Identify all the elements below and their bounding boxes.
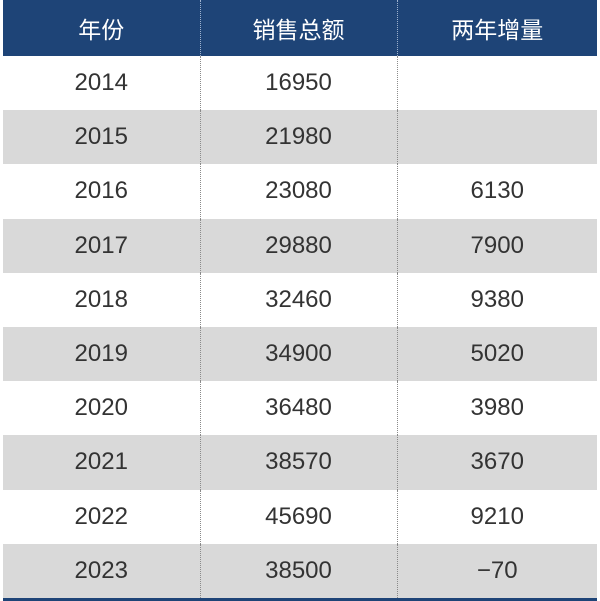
cell-two-year-increase: 3670 [396,435,597,490]
cell-year: 2017 [3,218,200,273]
table-row: 2017 29880 7900 [3,218,597,273]
table-row: 2015 21980 [3,110,597,165]
cell-two-year-increase: 5020 [396,326,597,382]
cell-two-year-increase [396,56,597,111]
cell-year: 2020 [74,394,128,422]
header-year: 年份 [3,0,200,56]
cell-year: 2018 [74,285,128,313]
cell-two-year-increase: 9380 [396,272,597,327]
cell-year: 2015 [3,110,200,165]
cell-two-year-increase: 3980 [396,381,597,436]
cell-year: 2016 [74,177,128,205]
header-two-year-increase: 两年增量 [396,0,597,56]
cell-total-sales: 21980 [199,110,397,165]
cell-total-sales: 16950 [199,56,397,111]
cell-year: 2021 [3,435,200,490]
cell-total-sales: 32460 [199,272,397,327]
cell-two-year-increase: −70 [396,543,597,601]
cell-year: 2014 [74,69,128,97]
table-row: 2023 38500 −70 [3,543,597,601]
cell-total-sales: 34900 [199,326,397,382]
table-row: 2020 36480 3980 [3,381,597,436]
cell-year: 2019 [3,326,200,382]
cell-year: 2022 [74,502,128,530]
table-row: 2019 34900 5020 [3,326,597,382]
cell-two-year-increase: 6130 [396,164,597,219]
table-row: 2014 16950 [3,56,597,111]
table-body: 2014 16950 2015 21980 2016 23080 6130 20… [3,56,597,601]
cell-year: 2023 [3,543,200,601]
header-total-sales: 销售总额 [199,0,397,56]
cell-total-sales: 29880 [199,218,397,273]
table-row: 2018 32460 9380 [3,272,597,327]
cell-total-sales: 38500 [199,543,397,601]
table-row: 2016 23080 6130 [3,164,597,219]
table-row: 2022 45690 9210 [3,489,597,544]
cell-total-sales: 45690 [199,489,397,544]
cell-total-sales: 38570 [199,435,397,490]
sales-table: 年份 销售总额 两年增量 2014 16950 2015 21980 2016 … [3,0,597,601]
cell-total-sales: 23080 [199,164,397,219]
table-row: 2021 38570 3670 [3,435,597,490]
table-header: 年份 销售总额 两年增量 [3,0,597,56]
cell-two-year-increase: 7900 [396,218,597,273]
cell-total-sales: 36480 [199,381,397,436]
cell-two-year-increase: 9210 [396,489,597,544]
header-row: 年份 销售总额 两年增量 [3,0,597,56]
cell-two-year-increase [396,110,597,165]
